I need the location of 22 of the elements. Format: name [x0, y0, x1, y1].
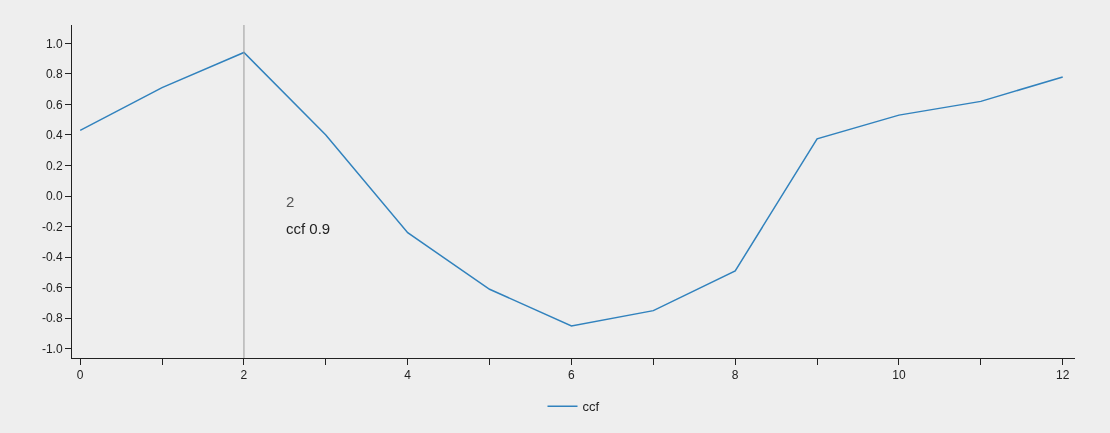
y-tick-label: -0.2	[41, 219, 63, 234]
x-tick-label: 10	[892, 368, 906, 383]
annotation: ccf 0.9	[286, 220, 331, 237]
x-tick-label: 8	[731, 368, 739, 383]
x-tick-label: 4	[404, 368, 412, 383]
x-tick-label: 0	[76, 368, 84, 383]
y-tick-label: 0.4	[45, 128, 63, 143]
y-tick-label: 0.6	[45, 97, 63, 112]
y-tick-label: -0.6	[41, 280, 63, 295]
y-tick-label: -1.0	[41, 342, 63, 357]
x-tick-label: 2	[240, 368, 248, 383]
x-tick-label: 6	[568, 368, 576, 383]
y-tick-label: -0.8	[41, 311, 63, 326]
annotation: 2	[286, 193, 295, 210]
line-series	[79, 51, 1064, 327]
y-tick-label: 0.8	[45, 67, 63, 82]
legend-label: ccf	[582, 399, 600, 415]
y-tick-label: -0.4	[41, 250, 63, 265]
y-tick-label: 0.2	[45, 158, 63, 173]
x-tick-label: 12	[1056, 368, 1070, 383]
y-tick-label: 1.0	[45, 36, 63, 51]
y-tick-label: 0.0	[45, 189, 63, 204]
